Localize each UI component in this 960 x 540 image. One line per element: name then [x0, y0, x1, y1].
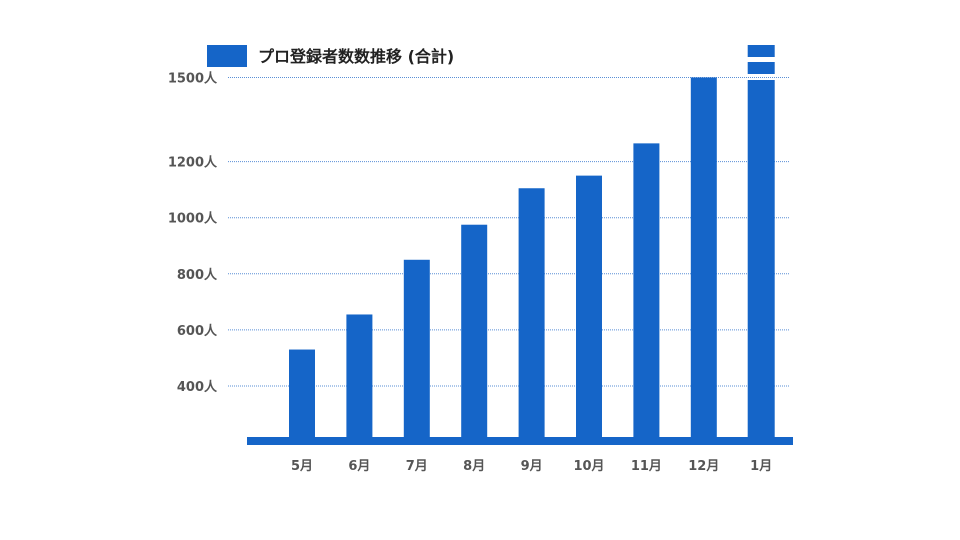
- legend-swatch: [207, 45, 247, 67]
- x-axis-line: [247, 437, 793, 445]
- x-tick-label: 8月: [463, 459, 485, 474]
- bar: [518, 188, 545, 437]
- y-tick-label: 1000人: [168, 211, 218, 227]
- legend: プロ登録者数数推移 (合計): [207, 45, 454, 67]
- bars: [289, 45, 775, 437]
- bar: [747, 80, 775, 437]
- y-tick-label: 600人: [177, 323, 218, 339]
- y-tick-label: 1200人: [168, 155, 218, 171]
- x-tick-label: 5月: [291, 459, 313, 474]
- bar: [633, 143, 660, 437]
- y-tick-label: 400人: [177, 379, 218, 395]
- x-tick-label: 7月: [406, 459, 428, 474]
- x-tick-label: 6月: [348, 459, 370, 474]
- x-tick-label: 10月: [573, 459, 604, 474]
- bar: [461, 224, 488, 437]
- bar: [576, 175, 602, 437]
- bar-break-segment: [747, 45, 775, 57]
- x-axis-ticks: 5月 6月 7月 8月 9月 10月 11月 12月 1月: [291, 459, 772, 474]
- bar: [403, 259, 430, 437]
- bar: [346, 314, 373, 437]
- y-axis-ticks: 400人 600人 800人 1000人 1200人 1500人: [168, 70, 218, 395]
- x-tick-label: 11月: [631, 459, 662, 474]
- x-tick-label: 12月: [688, 459, 719, 474]
- y-tick-label: 800人: [177, 267, 218, 283]
- bar: [289, 349, 315, 437]
- x-tick-label: 9月: [521, 459, 543, 474]
- bar-break-segment: [747, 62, 775, 74]
- x-tick-label: 1月: [750, 459, 772, 474]
- legend-label: プロ登録者数数推移 (合計): [258, 47, 454, 66]
- bar: [690, 77, 717, 437]
- y-tick-label: 1500人: [168, 70, 218, 86]
